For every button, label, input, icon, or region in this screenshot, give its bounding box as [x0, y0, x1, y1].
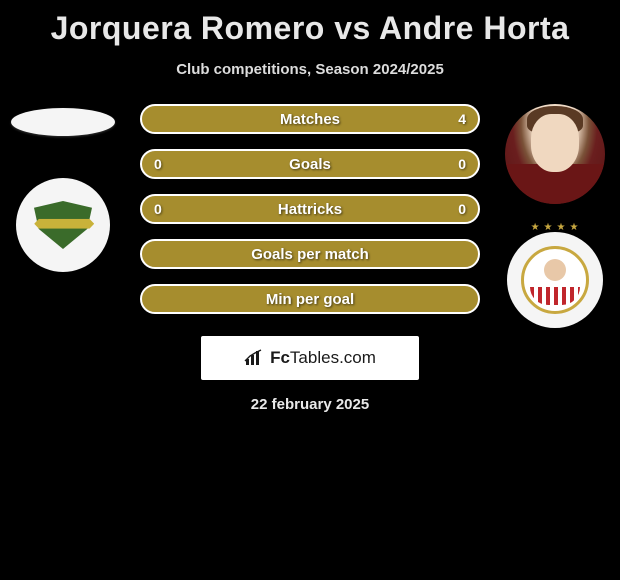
- date-label: 22 february 2025: [20, 396, 600, 413]
- stat-row-hattricks: 0 Hattricks 0: [140, 194, 480, 224]
- star-icon: ★: [531, 222, 540, 233]
- right-club-badge: ★ ★ ★ ★: [507, 232, 603, 328]
- stat-row-matches: Matches 4: [140, 104, 480, 134]
- brand-com: .com: [339, 348, 376, 367]
- right-player-avatar: [505, 104, 605, 204]
- brand-box: FcTables.com: [201, 336, 419, 380]
- stat-right-value: 0: [458, 201, 466, 217]
- left-player-avatar-placeholder: [11, 108, 115, 136]
- chart-bars-icon: [244, 349, 266, 367]
- stat-rows: Matches 4 0 Goals 0 0 Hattricks 0 Goals …: [140, 104, 480, 314]
- brand-tables: Tables: [290, 348, 339, 367]
- brand-fc: Fc: [270, 348, 290, 367]
- star-icon: ★: [544, 222, 553, 233]
- star-icon: ★: [569, 222, 578, 233]
- stats-area: ★ ★ ★ ★ Matches 4 0 Goals 0: [0, 104, 620, 413]
- stat-label: Min per goal: [266, 291, 354, 308]
- star-icon: ★: [557, 222, 566, 233]
- stat-row-goals: 0 Goals 0: [140, 149, 480, 179]
- right-column: ★ ★ ★ ★: [497, 104, 612, 328]
- stat-row-goals-per-match: Goals per match: [140, 239, 480, 269]
- stat-left-value: 0: [154, 201, 162, 217]
- stat-label: Hattricks: [278, 201, 342, 218]
- stat-label: Goals per match: [251, 246, 369, 263]
- stat-label: Matches: [280, 111, 340, 128]
- stat-row-min-per-goal: Min per goal: [140, 284, 480, 314]
- stars-row: ★ ★ ★ ★: [531, 222, 579, 233]
- stat-right-value: 4: [458, 111, 466, 127]
- brand-text: FcTables.com: [270, 348, 376, 368]
- stat-label: Goals: [289, 156, 331, 173]
- right-club-badge-art: [521, 246, 589, 314]
- stat-right-value: 0: [458, 156, 466, 172]
- stat-left-value: 0: [154, 156, 162, 172]
- left-club-badge-art: [27, 189, 99, 261]
- page-title: Jorquera Romero vs Andre Horta: [0, 10, 620, 47]
- left-club-badge: [16, 178, 110, 272]
- left-column: [8, 104, 118, 272]
- subtitle: Club competitions, Season 2024/2025: [0, 61, 620, 78]
- comparison-card: Jorquera Romero vs Andre Horta Club comp…: [0, 0, 620, 413]
